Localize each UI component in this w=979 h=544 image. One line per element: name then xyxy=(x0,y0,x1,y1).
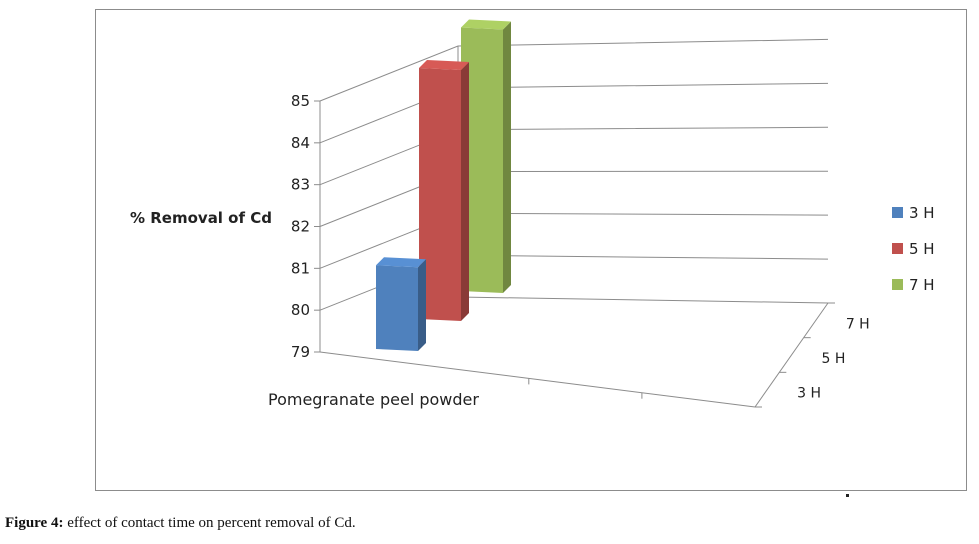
depth-axis-line xyxy=(754,302,829,408)
bars xyxy=(376,19,511,351)
depth-tick-label: 7 H xyxy=(846,316,870,332)
bar xyxy=(461,19,511,293)
bar-top xyxy=(461,19,511,30)
bar xyxy=(376,257,426,351)
legend-item: 5 H xyxy=(892,240,935,258)
caption-text: effect of contact time on percent remova… xyxy=(63,515,356,531)
y-tick-label: 81 xyxy=(291,259,310,277)
category-label: Pomegranate peel powder xyxy=(268,390,479,409)
bar-top xyxy=(419,60,469,70)
legend-label: 7 H xyxy=(909,276,935,294)
gridline xyxy=(457,296,829,304)
figure-caption: Figure 4: effect of contact time on perc… xyxy=(5,515,356,532)
y-tick-label: 85 xyxy=(291,92,310,110)
stray-mark xyxy=(846,494,849,497)
legend-item: 7 H xyxy=(892,276,935,294)
y-tick-label: 84 xyxy=(291,134,310,152)
x-axis-line xyxy=(319,351,756,408)
bar-side xyxy=(503,21,511,293)
y-tick-label: 82 xyxy=(291,218,310,236)
y-tick-labels: 79 80 81 82 83 84 85 xyxy=(291,92,310,361)
legend-label: 3 H xyxy=(909,204,935,222)
chart-frame xyxy=(95,9,967,491)
bar-front xyxy=(376,265,418,351)
legend-swatch xyxy=(892,279,903,290)
depth-tick-label: 5 H xyxy=(822,351,846,367)
bar xyxy=(419,60,469,321)
bar-front xyxy=(419,68,461,321)
y-tick-label: 83 xyxy=(291,176,310,194)
legend-swatch xyxy=(892,243,903,254)
depth-tick-labels: 3 H 5 H 7 H xyxy=(797,316,870,401)
legend-swatch xyxy=(892,207,903,218)
bar-front xyxy=(461,27,503,293)
legend-label: 5 H xyxy=(909,240,935,258)
bar-top xyxy=(376,257,426,268)
legend: 3 H 5 H 7 H xyxy=(892,204,935,294)
depth-tick-label: 3 H xyxy=(797,386,821,402)
y-tick-label: 79 xyxy=(291,343,310,361)
bar-side xyxy=(461,62,469,321)
y-axis-label: % Removal of Cd xyxy=(130,209,272,227)
bar-side xyxy=(418,259,426,351)
caption-label: Figure 4: xyxy=(5,515,64,531)
y-tick-label: 80 xyxy=(291,301,310,319)
legend-item: 3 H xyxy=(892,204,935,222)
